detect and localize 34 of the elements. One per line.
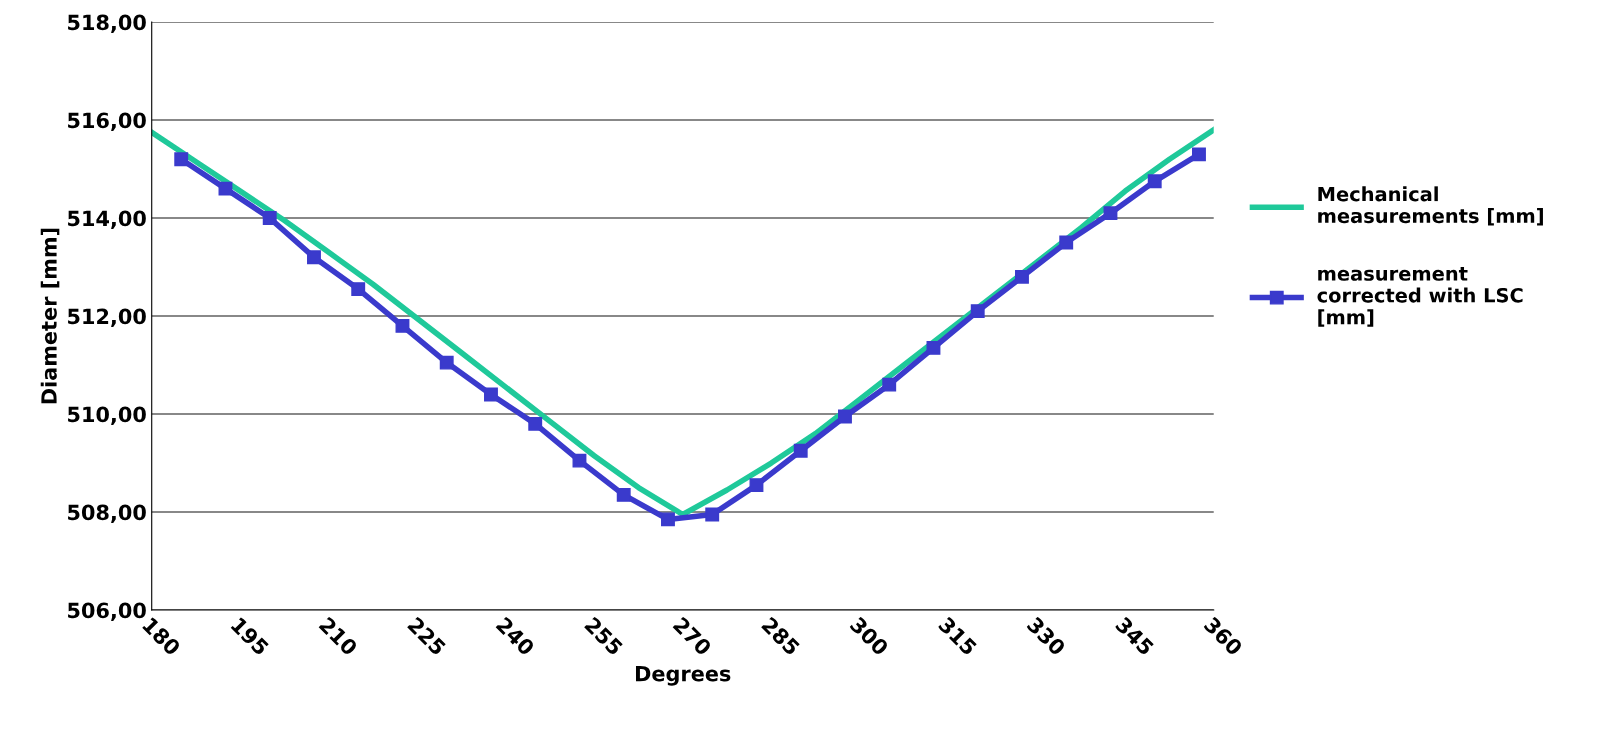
point <box>1192 147 1206 162</box>
y-tick-label: 516,00 <box>68 112 146 131</box>
point <box>572 453 587 468</box>
point <box>395 318 410 333</box>
point <box>882 377 897 392</box>
y-axis-title: Diameter [mm] <box>40 228 60 404</box>
point <box>218 181 233 196</box>
y-tick-label: 514,00 <box>68 210 146 229</box>
x-axis-title: Degrees <box>636 665 731 686</box>
point <box>705 507 720 522</box>
y-tick-label: 510,00 <box>68 406 146 425</box>
point <box>439 355 454 370</box>
point <box>484 387 498 402</box>
point <box>616 487 631 502</box>
point <box>1015 269 1029 284</box>
point <box>1103 206 1118 221</box>
point <box>528 416 543 431</box>
point <box>661 512 675 527</box>
point <box>1147 174 1162 189</box>
point <box>1059 235 1074 250</box>
point <box>307 250 321 265</box>
legend-label: measurement corrected with LSC [mm] <box>1317 266 1523 327</box>
y-tick-label: 508,00 <box>68 504 146 523</box>
point <box>926 340 941 355</box>
point <box>970 304 985 319</box>
point <box>174 152 189 167</box>
y-tick-label: 518,00 <box>68 14 146 33</box>
point <box>838 409 852 424</box>
legend-label: Mechanical measurements [mm] <box>1318 186 1543 226</box>
point <box>351 282 366 297</box>
point <box>793 443 808 458</box>
y-tick-label: 512,00 <box>68 308 146 327</box>
point <box>262 211 277 225</box>
point <box>749 478 764 493</box>
